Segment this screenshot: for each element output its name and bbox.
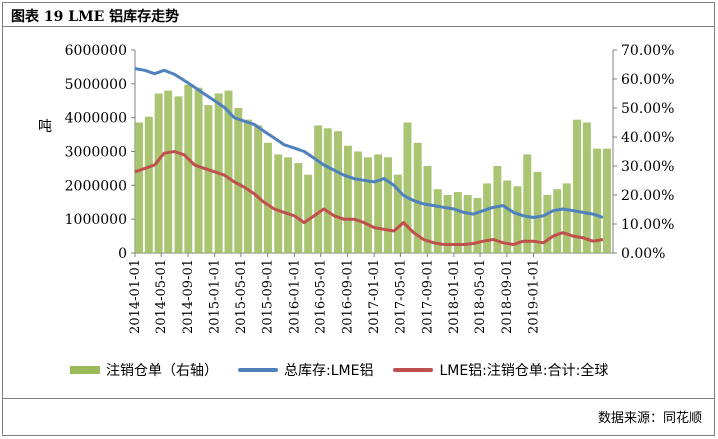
bar-cancelled-ratio (234, 108, 243, 253)
bar-cancelled-ratio (284, 157, 293, 253)
x-tick-label: 2015-01-01 (208, 259, 223, 334)
bar-cancelled-ratio (562, 183, 571, 253)
x-tick-label: 2018-09-01 (500, 259, 515, 334)
y-right-tick-label: 0.00% (621, 246, 665, 262)
legend: 注销仓单（右轴） 总库存:LME铝 LME铝:注销仓单:合计:全球 (70, 360, 628, 380)
bar-cancelled-ratio (334, 131, 343, 253)
bar-cancelled-ratio (433, 189, 442, 253)
bar-cancelled-ratio (423, 166, 432, 253)
bar-cancelled-ratio (503, 180, 512, 253)
x-tick-label: 2016-09-01 (341, 259, 356, 334)
bar-cancelled-ratio (553, 189, 562, 253)
x-tick-label: 2017-05-01 (393, 259, 408, 334)
y-right-tick-label: 30.00% (621, 159, 674, 175)
bar-cancelled-ratio (304, 174, 313, 253)
line-cancelled-warrants (134, 150, 604, 246)
bar-cancelled-ratio (323, 128, 332, 253)
chart-title: 图表 19 LME 铝库存走势 (11, 9, 180, 25)
bar-cancelled-ratio (174, 96, 183, 254)
y-left-tick-label: 3000000 (65, 145, 127, 161)
x-tick-label: 2018-05-01 (473, 259, 488, 334)
y-axis-left-label: 吨 (38, 119, 52, 135)
bar-cancelled-ratio (453, 192, 462, 253)
legend-item-cancelled: LME铝:注销仓单:合计:全球 (393, 360, 608, 380)
x-tick-label: 2018-01-01 (447, 259, 462, 334)
bar-cancelled-ratio (263, 142, 272, 253)
bar-cancelled-ratio (184, 84, 193, 253)
bar-cancelled-ratio (513, 186, 522, 253)
y-right-tick-label: 10.00% (621, 217, 674, 233)
bar-cancelled-ratio (483, 183, 492, 253)
bar-cancelled-ratio (144, 116, 153, 253)
bar-cancelled-ratio (194, 87, 203, 253)
title-bar: 图表 19 LME 铝库存走势 (3, 3, 714, 27)
bar-cancelled-ratio (443, 195, 452, 253)
x-tick-label: 2016-01-01 (287, 259, 302, 334)
bar-cancelled-ratio (473, 197, 482, 253)
bar-cancelled-ratio (254, 125, 263, 253)
y-left-tick-label: 2000000 (65, 178, 127, 194)
bar-cancelled-ratio (493, 166, 502, 253)
bar-cancelled-ratio (602, 148, 611, 253)
legend-item-total: 总库存:LME铝 (238, 360, 373, 380)
y-right-tick-label: 70.00% (621, 43, 674, 59)
line-total-stock (134, 67, 604, 219)
y-right-tick-label: 40.00% (621, 130, 674, 146)
bar-cancelled-ratio (582, 122, 591, 253)
bar-cancelled-ratio (393, 174, 402, 253)
x-tick-label: 2017-01-01 (367, 259, 382, 334)
y-left-tick-label: 4000000 (65, 111, 127, 127)
bar-cancelled-ratio (384, 157, 393, 253)
legend-label-bars: 注销仓单（右轴） (106, 363, 218, 379)
x-tick-label: 2014-09-01 (181, 259, 196, 334)
legend-swatch-total (238, 368, 278, 372)
legend-swatch-cancelled (393, 368, 434, 372)
bar-cancelled-ratio (243, 119, 252, 253)
y-left-tick-label: 0 (118, 246, 127, 262)
bar-cancelled-ratio (154, 93, 163, 253)
bar-cancelled-ratio (593, 148, 602, 253)
source-note: 数据来源：同花顺 (597, 411, 702, 426)
bar-cancelled-ratio (204, 105, 213, 253)
x-tick-label: 2014-05-01 (154, 259, 169, 334)
y-left-tick-label: 6000000 (65, 43, 127, 59)
legend-item-bars: 注销仓单（右轴） (70, 360, 218, 380)
bar-cancelled-ratio (274, 154, 283, 253)
source-divider (3, 398, 714, 399)
bar-cancelled-ratio (403, 122, 412, 253)
x-tick-label: 2015-09-01 (261, 259, 276, 334)
bar-cancelled-ratio (374, 154, 383, 253)
legend-swatch-bars (70, 366, 100, 374)
bar-cancelled-ratio (294, 163, 303, 253)
x-tick-label: 2019-01-01 (527, 259, 542, 334)
bar-cancelled-ratio (363, 157, 372, 253)
y-left-tick-label: 1000000 (65, 212, 127, 228)
bar-cancelled-ratio (523, 154, 532, 253)
bar-cancelled-ratio (573, 119, 582, 253)
bar-cancelled-ratio (343, 145, 352, 253)
y-right-tick-label: 50.00% (621, 101, 674, 117)
bar-cancelled-ratio (413, 142, 422, 253)
bar-cancelled-ratio (533, 171, 542, 253)
legend-label-cancelled: LME铝:注销仓单:合计:全球 (439, 363, 609, 379)
x-tick-label: 2016-05-01 (314, 259, 329, 334)
bar-cancelled-ratio (164, 90, 173, 253)
bar-cancelled-ratio (135, 122, 143, 253)
y-right-tick-label: 60.00% (621, 72, 674, 88)
bar-cancelled-ratio (543, 195, 552, 253)
legend-label-total: 总库存:LME铝 (284, 363, 374, 379)
bar-cancelled-ratio (463, 195, 472, 253)
bar-cancelled-ratio (354, 151, 363, 253)
y-left-tick-label: 5000000 (65, 77, 127, 93)
x-tick-label: 2017-09-01 (420, 259, 435, 334)
bar-cancelled-ratio (224, 90, 233, 253)
bar-cancelled-ratio (314, 125, 323, 253)
y-right-tick-label: 20.00% (621, 188, 674, 204)
x-tick-label: 2014-01-01 (128, 259, 143, 334)
x-tick-label: 2015-05-01 (234, 259, 249, 334)
